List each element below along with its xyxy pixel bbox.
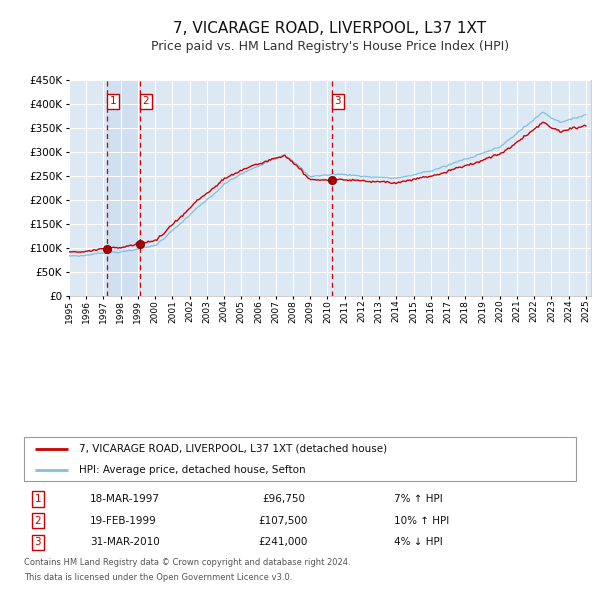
Text: 1: 1	[34, 494, 41, 504]
Text: £107,500: £107,500	[259, 516, 308, 526]
Text: 2: 2	[143, 96, 149, 106]
Text: £241,000: £241,000	[259, 537, 308, 548]
Text: £96,750: £96,750	[262, 494, 305, 504]
Text: 2: 2	[34, 516, 41, 526]
Bar	[107, 80, 140, 296]
Text: 31-MAR-2010: 31-MAR-2010	[90, 537, 160, 548]
Text: Price paid vs. HM Land Registry's House Price Index (HPI): Price paid vs. HM Land Registry's House …	[151, 40, 509, 53]
Text: This data is licensed under the Open Government Licence v3.0.: This data is licensed under the Open Gov…	[24, 573, 292, 582]
Text: 18-MAR-1997: 18-MAR-1997	[90, 494, 160, 504]
Text: 7, VICARAGE ROAD, LIVERPOOL, L37 1XT (detached house): 7, VICARAGE ROAD, LIVERPOOL, L37 1XT (de…	[79, 444, 388, 454]
Text: 1: 1	[110, 96, 116, 106]
Text: 10% ↑ HPI: 10% ↑ HPI	[394, 516, 449, 526]
Text: 4% ↓ HPI: 4% ↓ HPI	[394, 537, 443, 548]
Text: 3: 3	[34, 537, 41, 548]
Text: Contains HM Land Registry data © Crown copyright and database right 2024.: Contains HM Land Registry data © Crown c…	[24, 558, 350, 566]
Text: 7, VICARAGE ROAD, LIVERPOOL, L37 1XT: 7, VICARAGE ROAD, LIVERPOOL, L37 1XT	[173, 21, 487, 35]
Text: HPI: Average price, detached house, Sefton: HPI: Average price, detached house, Seft…	[79, 465, 306, 475]
Text: 7% ↑ HPI: 7% ↑ HPI	[394, 494, 443, 504]
FancyBboxPatch shape	[24, 437, 576, 481]
Text: 19-FEB-1999: 19-FEB-1999	[90, 516, 157, 526]
Text: 3: 3	[334, 96, 341, 106]
